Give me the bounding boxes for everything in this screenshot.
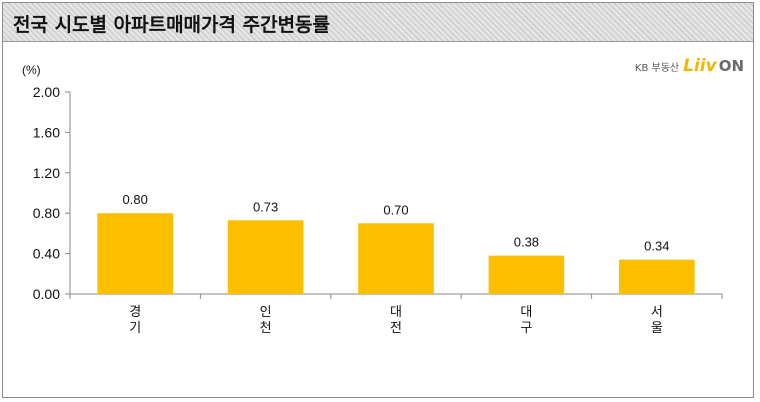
bar (97, 213, 174, 294)
data-label: 0.73 (253, 199, 278, 214)
bar (488, 255, 565, 294)
y-tick-label: 0.00 (33, 286, 60, 302)
y-tick-label: 2.00 (33, 84, 60, 100)
logo-on-text: ON (718, 57, 744, 75)
chart-frame: 전국 시도별 아파트매매가격 주간변동률 (2, 2, 754, 398)
y-tick-label: 1.60 (33, 124, 60, 140)
data-label: 0.38 (514, 235, 539, 250)
y-tick-label: 0.40 (33, 246, 60, 262)
kb-liiv-on-logo: KB 부동산 Liiv ON (635, 56, 744, 76)
y-axis-unit: (%) (22, 63, 41, 77)
bar (227, 220, 304, 294)
bar (618, 259, 695, 294)
title-bar: 전국 시도별 아파트매매가격 주간변동률 (3, 3, 753, 42)
chart-title: 전국 시도별 아파트매매가격 주간변동률 (13, 14, 331, 36)
data-label: 0.80 (123, 192, 148, 207)
y-tick-label: 0.80 (33, 205, 60, 221)
data-label: 0.70 (383, 202, 408, 217)
logo-kb-text: KB 부동산 (634, 63, 680, 74)
y-tick-label: 1.20 (33, 165, 60, 181)
bar (358, 223, 434, 294)
data-label: 0.34 (644, 239, 669, 254)
logo-liiv-text: Liiv (683, 56, 717, 76)
